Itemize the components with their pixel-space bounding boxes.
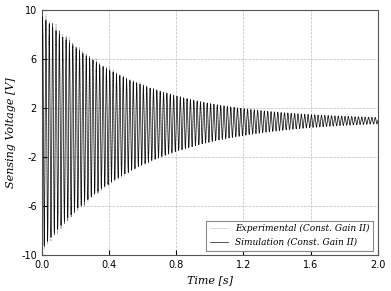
Experimental (Const. Gain II) (280, 126, 285, 129)
Experimental (Const. Gain II) (42, 248, 47, 251)
Simulation (Const. Gain II) (42, 244, 47, 247)
Y-axis label: Sensing Voltage [V]: Sensing Voltage [V] (5, 77, 16, 188)
Simulation (Const. Gain II) (243, 120, 248, 124)
Experimental (Const. Gain II) (198, 102, 203, 106)
Experimental (Const. Gain II) (255, 109, 260, 112)
Simulation (Const. Gain II) (280, 126, 285, 129)
Simulation (Const. Gain II) (39, 112, 44, 116)
X-axis label: Time [s]: Time [s] (187, 276, 233, 285)
Experimental (Const. Gain II) (354, 120, 359, 123)
Experimental (Const. Gain II) (123, 139, 128, 142)
Experimental (Const. Gain II) (40, 11, 45, 15)
Line: Experimental (Const. Gain II): Experimental (Const. Gain II) (42, 13, 378, 249)
Experimental (Const. Gain II) (39, 112, 44, 116)
Experimental (Const. Gain II) (243, 120, 248, 124)
Simulation (Const. Gain II) (198, 102, 203, 106)
Simulation (Const. Gain II) (40, 15, 45, 18)
Simulation (Const. Gain II) (375, 119, 380, 123)
Simulation (Const. Gain II) (255, 109, 260, 112)
Simulation (Const. Gain II) (354, 120, 359, 123)
Legend: Experimental (Const. Gain II), Simulation (Const. Gain II): Experimental (Const. Gain II), Simulatio… (206, 221, 373, 251)
Line: Simulation (Const. Gain II): Simulation (Const. Gain II) (42, 17, 378, 246)
Simulation (Const. Gain II) (123, 139, 128, 142)
Experimental (Const. Gain II) (375, 119, 380, 123)
